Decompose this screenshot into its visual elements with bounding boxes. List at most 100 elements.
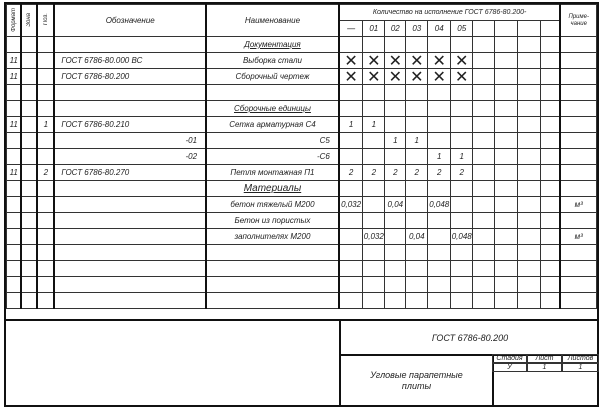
cell-note xyxy=(559,260,598,277)
cell-note: м³ xyxy=(559,196,598,213)
cell-quantity xyxy=(494,84,519,101)
cell-quantity xyxy=(405,244,429,261)
cell-quantity xyxy=(405,100,429,117)
table-row: 11 2 ГОСТ 6786-80.270 Петля монтажная П1 2 2 2… xyxy=(6,164,598,181)
cell-quantity xyxy=(517,68,541,85)
header-zone: Зона xyxy=(20,4,38,37)
cell-format xyxy=(6,244,22,261)
header-note: Приме-чание xyxy=(559,4,598,37)
cell-designation xyxy=(53,212,207,229)
cell-quantity xyxy=(384,116,407,133)
cell-quantity xyxy=(540,68,561,85)
cell-position xyxy=(36,148,55,165)
cell-quantity xyxy=(405,148,429,165)
cell-format: 11 xyxy=(6,116,22,133)
cell-quantity xyxy=(472,68,496,85)
sheets-value: 1 xyxy=(562,363,599,372)
cell-quantity xyxy=(540,260,561,277)
cell-quantity xyxy=(494,148,519,165)
cell-position xyxy=(36,244,55,261)
cell-designation xyxy=(53,84,207,101)
cell-quantity xyxy=(405,276,429,293)
cell-position xyxy=(36,36,55,53)
table-row: Документация xyxy=(6,36,598,53)
cell-quantity xyxy=(517,228,541,245)
table-row: бетон тяжелый М200 0,032 0,04 0,048 м³ xyxy=(6,196,598,213)
title-block: ГОСТ 6786-80.200 Угловые парапетные плит… xyxy=(6,319,599,407)
cell-note xyxy=(559,84,598,101)
cell-zone xyxy=(20,116,38,133)
cell-quantity xyxy=(494,196,519,213)
cell-quantity xyxy=(540,148,561,165)
cell-quantity xyxy=(450,292,474,309)
cell-format xyxy=(6,196,22,213)
variant-header-10 xyxy=(540,20,561,37)
cell-quantity xyxy=(517,196,541,213)
cell-name: бетон тяжелый М200 xyxy=(205,196,340,213)
cell-quantity xyxy=(540,212,561,229)
cell-position xyxy=(36,260,55,277)
cell-quantity xyxy=(472,36,496,53)
cell-designation xyxy=(53,228,207,245)
cell-quantity xyxy=(405,292,429,309)
cross-mark-icon: ✕ xyxy=(450,68,474,85)
cell-quantity xyxy=(472,164,496,181)
variant-header-5: 04 xyxy=(427,20,452,37)
table-row: заполнителях М200 0,032 0,04 0,048 м³ xyxy=(6,228,598,245)
cell-note xyxy=(559,116,598,133)
table-row xyxy=(6,292,598,309)
cell-quantity xyxy=(472,228,496,245)
cell-quantity xyxy=(405,116,429,133)
sheets-label: Листов xyxy=(562,354,599,363)
cell-quantity xyxy=(517,276,541,293)
variant-header-8 xyxy=(494,20,519,37)
cell-quantity xyxy=(540,196,561,213)
cross-mark-icon: ✕ xyxy=(337,52,364,69)
cell-quantity xyxy=(362,212,386,229)
cell-quantity: 2 xyxy=(405,164,429,181)
cell-quantity xyxy=(427,212,452,229)
cell-quantity xyxy=(450,132,474,149)
cell-quantity xyxy=(384,292,407,309)
cell-name: Сборочные единицы xyxy=(205,100,340,117)
cell-quantity xyxy=(384,244,407,261)
cell-quantity xyxy=(405,84,429,101)
cell-designation: ГОСТ 6786-80.200 xyxy=(53,68,207,85)
header-position-label: Поз. xyxy=(42,13,49,26)
cell-name: Петля монтажная П1 xyxy=(205,164,340,181)
cell-designation: ГОСТ 6786-80.270 xyxy=(53,164,207,181)
cell-note xyxy=(559,244,598,261)
cell-quantity xyxy=(405,180,429,197)
cell-quantity xyxy=(337,84,364,101)
table-row xyxy=(6,260,598,277)
cell-quantity xyxy=(540,292,561,309)
cell-quantity xyxy=(405,212,429,229)
cell-zone xyxy=(20,36,38,53)
cell-quantity xyxy=(494,164,519,181)
cell-quantity xyxy=(384,212,407,229)
cell-zone xyxy=(20,276,38,293)
cell-quantity: 1 xyxy=(427,148,452,165)
cell-quantity xyxy=(517,164,541,181)
cell-format xyxy=(6,292,22,309)
cell-quantity xyxy=(494,228,519,245)
cell-quantity xyxy=(450,276,474,293)
header-quantity-title: Количество на исполнение ГОСТ 6786-80.20… xyxy=(337,4,561,21)
variant-header-4: 03 xyxy=(405,20,429,37)
cell-name: Выборка стали xyxy=(205,52,340,69)
cell-quantity xyxy=(337,228,364,245)
cell-quantity xyxy=(362,132,386,149)
cell-quantity xyxy=(450,244,474,261)
cell-position xyxy=(36,68,55,85)
cell-quantity xyxy=(337,100,364,117)
cell-format: 11 xyxy=(6,52,22,69)
cell-quantity xyxy=(540,132,561,149)
cell-note xyxy=(559,36,598,53)
cell-format xyxy=(6,132,22,149)
stage-label: Стадия xyxy=(492,354,527,363)
cell-position xyxy=(36,52,55,69)
cross-mark-icon: ✕ xyxy=(362,52,386,69)
cell-quantity xyxy=(427,244,452,261)
table-row: 11 1 ГОСТ 6786-80.210 Сетка арматурная С4 1 1 xyxy=(6,116,598,133)
cell-quantity xyxy=(362,276,386,293)
